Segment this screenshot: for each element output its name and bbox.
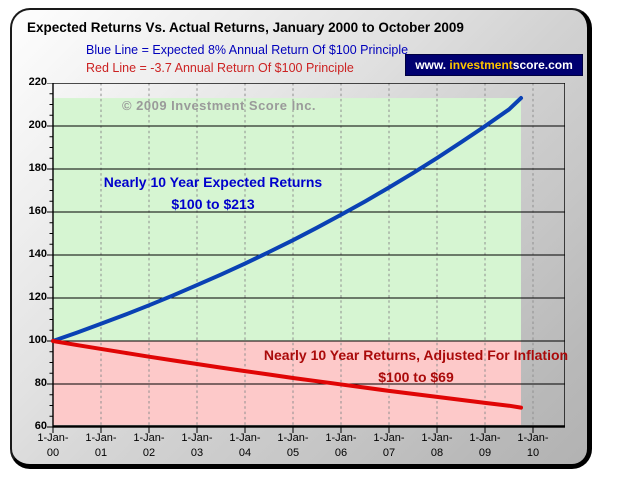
expected-returns-annotation: Nearly 10 Year Expected Returns $100 to … [73,171,353,215]
y-tick-label: 60 [34,420,47,432]
y-tick-label: 220 [28,76,47,88]
legend-expected: Blue Line = Expected 8% Annual Return Of… [86,43,409,57]
x-tick-label: 1-Jan- 01 [85,432,117,459]
actual-returns-annotation: Nearly 10 Year Returns, Adjusted For Inf… [226,344,587,388]
actual-annotation-line1: Nearly 10 Year Returns, Adjusted For Inf… [263,347,569,363]
chart-title: Expected Returns Vs. Actual Returns, Jan… [27,20,464,35]
x-tick-label: 1-Jan- 09 [469,432,501,459]
x-tick-label: 1-Jan- 07 [373,432,405,459]
expected-annotation-line1: Nearly 10 Year Expected Returns [103,174,323,190]
y-tick-label: 180 [28,162,47,174]
y-tick-label: 80 [34,377,47,389]
actual-annotation-line2: $100 to $69 [378,369,454,385]
x-tick-label: 1-Jan- 06 [325,432,357,459]
x-tick-label: 1-Jan- 05 [277,432,309,459]
badge-suffix: score.com [512,58,573,72]
expected-gain-region [53,98,521,341]
legend-actual: Red Line = -3.7 Annual Return Of $100 Pr… [86,61,354,75]
x-tick-label: 1-Jan- 08 [421,432,453,459]
series-actual [51,339,523,410]
chart-plot-area [47,83,565,433]
badge-highlight: investment [449,58,513,72]
expected-annotation-line2: $100 to $213 [171,196,255,212]
y-tick-label: 200 [28,119,47,131]
y-tick-label: 100 [28,334,47,346]
y-tick-label: 140 [28,248,47,260]
copyright-watermark: © 2009 Investment Score Inc. [121,98,317,113]
series-expected [51,96,523,343]
y-tick-label: 120 [28,291,47,303]
badge-prefix: www. [415,58,450,72]
x-tick-label: 1-Jan- 00 [37,432,69,459]
x-tick-label: 1-Jan- 10 [517,432,549,459]
x-tick-label: 1-Jan- 04 [229,432,261,459]
y-tick-label: 160 [28,205,47,217]
chart-card: Expected Returns Vs. Actual Returns, Jan… [10,8,592,469]
x-tick-label: 1-Jan- 03 [181,432,213,459]
website-badge: www. investmentscore.com [405,54,583,76]
x-tick-label: 1-Jan- 02 [133,432,165,459]
plot-region: 220 200 180 160 140 120 100 80 60 1-Jan- 00 1-Jan-… [12,10,587,464]
